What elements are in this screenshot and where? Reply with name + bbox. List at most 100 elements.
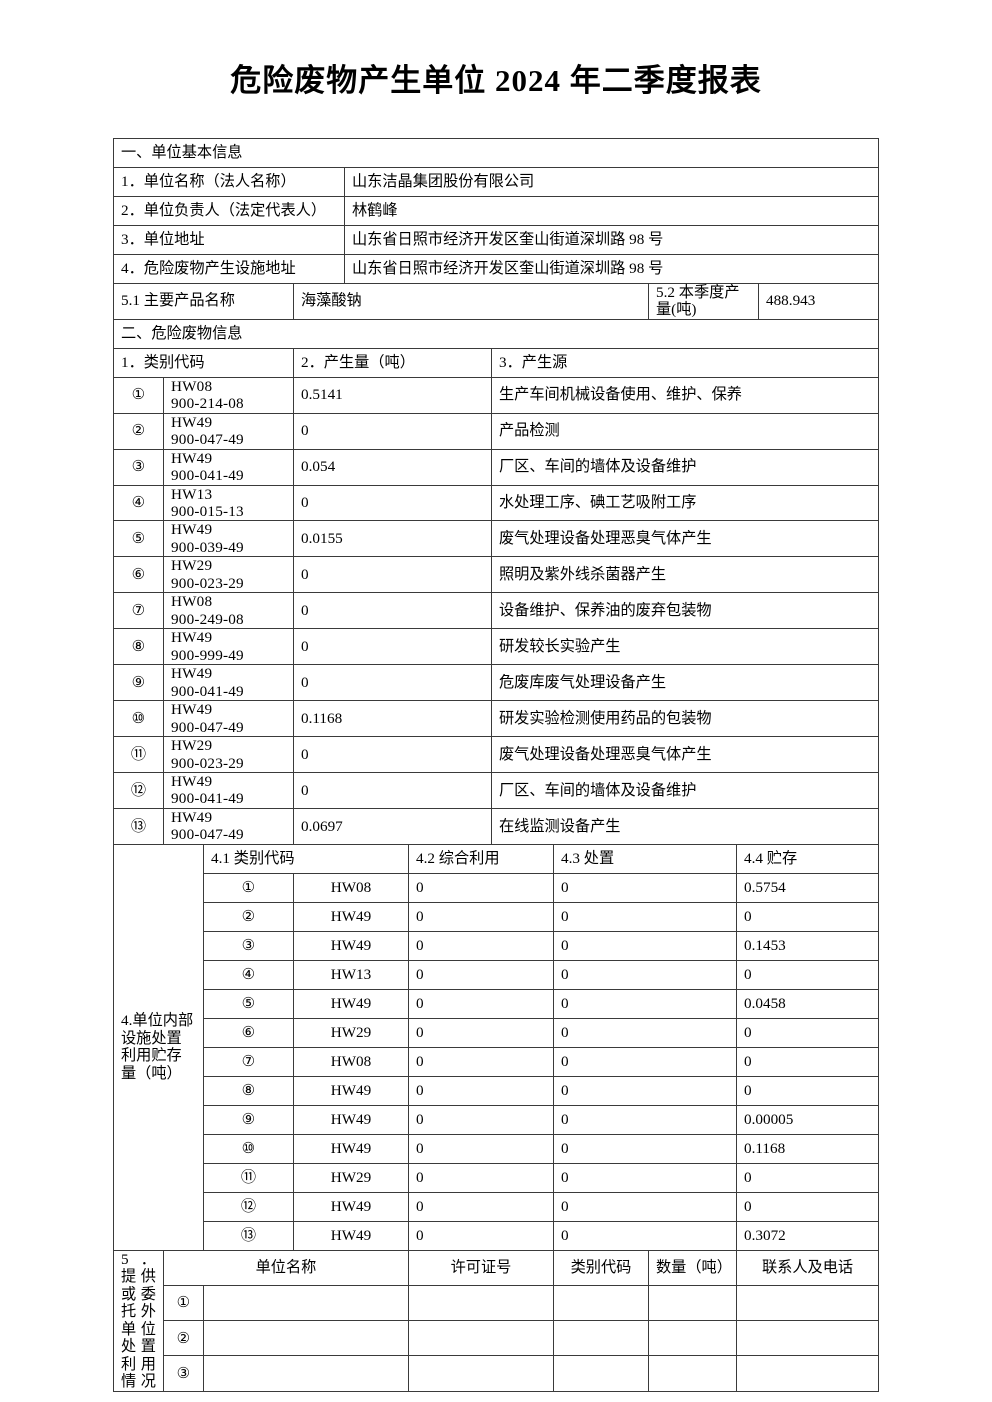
internal-col-store-header: 4.4 贮存 [735,843,880,874]
waste-col-category-header: 1．类别代码 [112,347,294,378]
waste-subcode: 900-039-49 [170,538,244,556]
external-category-code[interactable] [552,1285,649,1322]
external-license-no[interactable] [407,1285,554,1322]
row-index: ⑫ [202,1191,294,1222]
external-category-code[interactable] [552,1355,649,1392]
waste-amount: 0 [292,592,492,630]
external-quantity[interactable] [647,1285,737,1322]
hw-class: HW29 [170,557,213,575]
internal-hw-class: HW49 [292,930,409,961]
waste-amount: 0 [292,556,492,594]
table-row: ⑧ HW49900-999-49 0 研发较长实验产生 [112,628,880,666]
external-unit-name[interactable] [202,1285,409,1322]
waste-source: 生产车间机械设备使用、维护、保养 [490,376,880,414]
internal-dispose: 0 [552,930,737,961]
hw-class: HW49 [170,413,213,431]
external-col-name-header: 单位名称 [162,1249,409,1287]
internal-dispose: 0 [552,901,737,932]
unit-name-row: 1．单位名称（法人名称） 山东洁晶集团股份有限公司 [112,166,880,197]
external-unit-name[interactable] [202,1355,409,1392]
row-index: ① [162,1285,204,1322]
internal-utilize: 0 [407,959,554,990]
waste-source: 产品检测 [490,412,880,450]
waste-amount: 0 [292,412,492,450]
internal-utilize: 0 [407,930,554,961]
waste-amount: 0 [292,664,492,702]
table-row: ② HW49 0 0 0 [113,901,880,932]
unit-address-value: 山东省日照市经济开发区奎山街道深圳路 98 号 [343,224,880,255]
internal-store: 0.1168 [735,1133,880,1164]
external-contact[interactable] [735,1285,880,1322]
waste-code: HW49900-999-49 [162,628,294,666]
legal-rep-label: 2．单位负责人（法定代表人） [112,195,345,226]
external-contact[interactable] [735,1355,880,1392]
row-index: ① [202,872,294,903]
external-category-code[interactable] [552,1320,649,1357]
waste-col-amount-header: 2．产生量（吨） [292,347,492,378]
waste-amount: 0.0697 [292,807,492,845]
table-row: ② [113,1320,880,1357]
internal-hw-class: HW49 [292,1191,409,1222]
row-index: ⑧ [112,628,164,666]
internal-dispose: 0 [552,1104,737,1135]
row-index: ⑥ [112,556,164,594]
external-contact[interactable] [735,1320,880,1357]
internal-utilize: 0 [407,1046,554,1077]
hw-class: HW08 [170,377,213,395]
waste-code: HW13900-015-13 [162,484,294,522]
internal-store: 0.0458 [735,988,880,1019]
row-index: ⑬ [202,1220,294,1251]
internal-store: 0 [735,1162,880,1193]
internal-hw-class: HW29 [292,1162,409,1193]
table-row: ⑥ HW29 0 0 0 [113,1017,880,1048]
row-index: ⑬ [112,807,164,845]
hw-class: HW49 [170,808,213,826]
waste-code: HW29900-023-29 [162,736,294,773]
waste-amount: 0 [292,628,492,666]
internal-store: 0 [735,959,880,990]
hw-class: HW29 [170,737,213,755]
external-license-no[interactable] [407,1320,554,1357]
section1-heading: 一、单位基本信息 [112,137,880,168]
external-quantity[interactable] [647,1320,737,1357]
row-index: ⑧ [202,1075,294,1106]
internal-utilize: 0 [407,901,554,932]
row-index: ⑪ [112,736,164,773]
internal-hw-class: HW49 [292,1220,409,1251]
hw-class: HW49 [170,521,213,539]
waste-subcode: 900-249-08 [170,610,244,628]
internal-dispose: 0 [552,1162,737,1193]
unit-address-row: 3．单位地址 山东省日照市经济开发区奎山街道深圳路 98 号 [112,224,880,255]
external-quantity[interactable] [647,1355,737,1392]
legal-rep-value: 林鹤峰 [343,195,880,226]
waste-source: 危废库废气处理设备产生 [490,664,880,702]
page-title: 危险废物产生单位 2024 年二季度报表 [230,63,762,98]
external-col-category-header: 类别代码 [552,1249,649,1287]
internal-utilize: 0 [407,1220,554,1251]
waste-amount: 0 [292,484,492,522]
external-unit-name[interactable] [202,1320,409,1357]
internal-utilize: 0 [407,988,554,1019]
external-license-no[interactable] [407,1355,554,1392]
internal-dispose: 0 [552,1220,737,1251]
table-row: ⑩ HW49900-047-49 0.1168 研发实验检测使用药品的包装物 [112,700,880,738]
internal-col-dispose-header: 4.3 处置 [552,843,737,874]
internal-hw-class: HW29 [292,1017,409,1048]
product-name-value: 海藻酸钠 [292,282,649,320]
facility-address-value: 山东省日照市经济开发区奎山街道深圳路 98 号 [343,253,880,284]
waste-subcode: 900-041-49 [170,467,244,485]
internal-hw-class: HW49 [292,1133,409,1164]
table-row: ⑨ HW49900-041-49 0 危废库废气处理设备产生 [112,664,880,702]
table-row: ⑫ HW49900-041-49 0 厂区、车间的墙体及设备维护 [112,772,880,809]
waste-subcode: 900-214-08 [170,395,244,413]
waste-table-header-row: 1．类别代码 2．产生量（吨） 3．产生源 [112,347,880,378]
internal-utilize: 0 [407,1133,554,1164]
table-row: ③ HW49 0 0 0.1453 [113,930,880,961]
table-row: ① [113,1285,880,1322]
product-name-label: 5.1 主要产品名称 [112,282,294,320]
row-index: ⑦ [112,592,164,630]
external-col-quantity-header: 数量（吨） [647,1249,737,1287]
internal-dispose: 0 [552,988,737,1019]
table-row: ⑬ HW49900-047-49 0.0697 在线监测设备产生 [112,807,880,845]
waste-source: 研发实验检测使用药品的包装物 [490,700,880,738]
